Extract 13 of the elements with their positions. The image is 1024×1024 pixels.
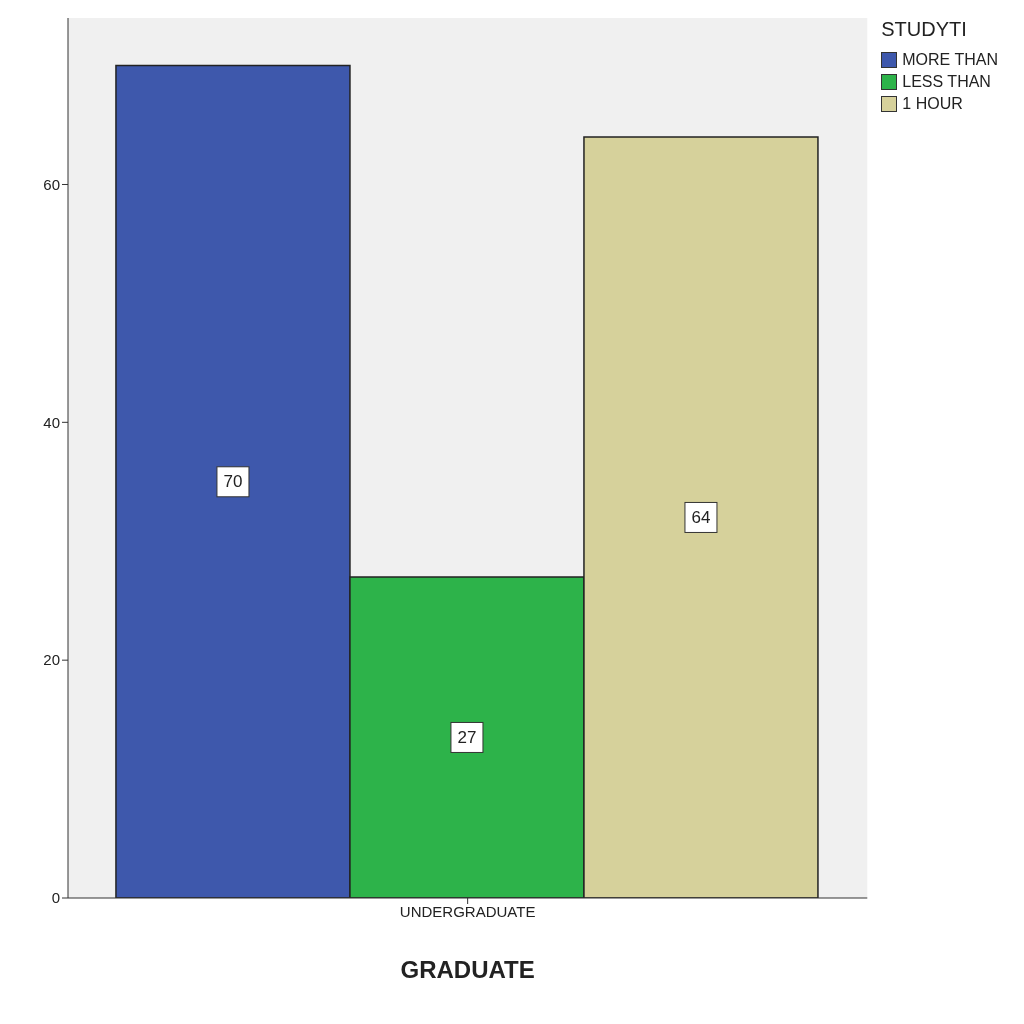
y-tick-label: 40 (43, 413, 60, 431)
y-tick-label: 60 (43, 175, 60, 193)
data-label: 27 (457, 727, 477, 747)
legend-label: LESS THAN (901, 73, 992, 91)
legend-label: MORE THAN (901, 51, 998, 69)
legend-title: STUDYTI (881, 18, 968, 41)
x-tick-label: UNDERGRADUATE (399, 902, 536, 920)
data-label: 64 (691, 507, 711, 527)
y-tick-label: 0 (51, 889, 60, 907)
y-tick-label: 20 (43, 651, 60, 669)
legend-label: 1 HOUR (901, 95, 964, 113)
data-label: 70 (223, 472, 243, 492)
x-axis-title: GRADUATE (400, 956, 535, 983)
